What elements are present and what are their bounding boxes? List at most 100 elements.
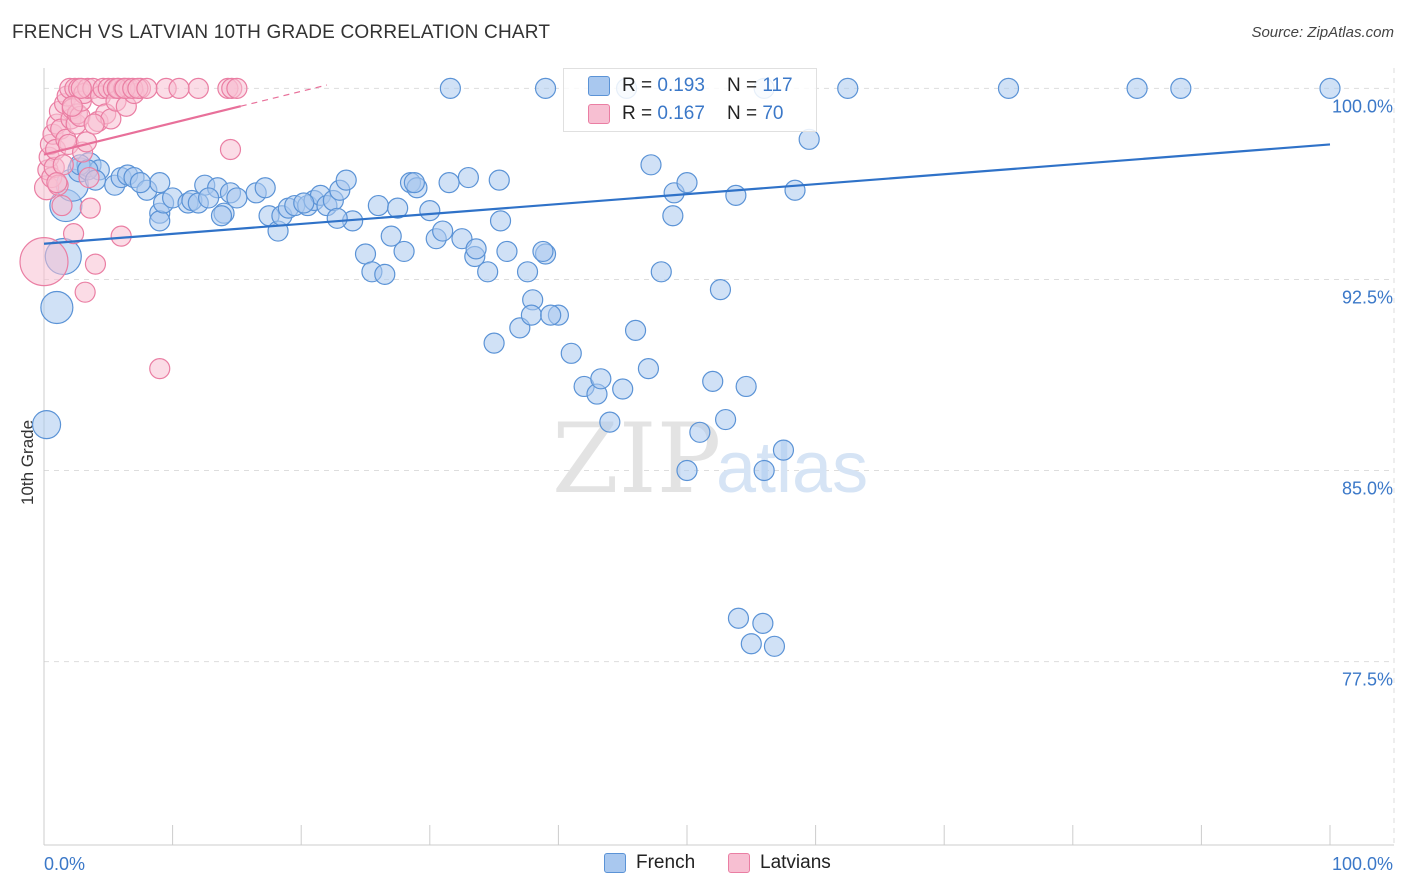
french-point-97 xyxy=(640,154,662,176)
french-point-52 xyxy=(438,172,460,194)
french-point-70 xyxy=(637,358,660,380)
french-point-77 xyxy=(727,607,750,629)
latvian-point-47 xyxy=(110,225,132,247)
latvian-point-67 xyxy=(168,77,190,99)
french-point-93 xyxy=(520,304,542,326)
latvian-trend-extension xyxy=(240,84,328,107)
french-point-41 xyxy=(354,243,377,265)
latvian-point-69 xyxy=(70,77,92,99)
legend-row-latvian: R = 0.167 N = 70 xyxy=(588,103,783,125)
french-point-92 xyxy=(516,261,539,283)
french-point-95 xyxy=(540,304,562,326)
french-point-43 xyxy=(367,194,389,217)
french-point-108 xyxy=(439,77,461,99)
french-point-54 xyxy=(457,166,479,189)
french-point-0 xyxy=(31,410,62,440)
french-point-85 xyxy=(210,205,233,227)
latvian-point-66 xyxy=(136,77,158,99)
french-point-105 xyxy=(772,439,795,461)
tick-labels: 100.0% 92.5% 85.0% 77.5% 0.0% 100.0% xyxy=(44,96,1393,874)
french-point-75 xyxy=(702,370,724,392)
french-point-78 xyxy=(740,633,762,655)
x-tick-label-1: 100.0% xyxy=(1332,854,1393,874)
y-tick-label-1: 92.5% xyxy=(1342,287,1393,307)
french-point-1 xyxy=(40,290,74,325)
bottom-legend-french: French xyxy=(604,852,695,874)
french-point-94 xyxy=(532,240,554,263)
y-tick-label-0: 100.0% xyxy=(1332,96,1393,116)
y-tick-label-3: 77.5% xyxy=(1342,670,1393,690)
french-point-104 xyxy=(763,635,786,657)
french-point-113 xyxy=(997,77,1020,99)
french-legend-label: French xyxy=(636,852,696,873)
french-point-83 xyxy=(129,172,152,194)
french-point-109 xyxy=(534,77,557,99)
latvian-point-59 xyxy=(219,138,242,161)
latvian-point-68 xyxy=(46,172,68,194)
french-point-74 xyxy=(689,421,711,443)
french-point-25 xyxy=(226,187,248,209)
trend-lines xyxy=(43,84,1331,245)
latvian-point-31 xyxy=(74,281,96,303)
french-point-106 xyxy=(784,179,806,201)
french-point-86 xyxy=(293,192,315,214)
french-point-115 xyxy=(1319,77,1341,99)
latvian-swatch xyxy=(588,104,610,124)
latvian-point-13 xyxy=(51,194,73,217)
french-point-15 xyxy=(149,210,171,232)
french-point-88 xyxy=(374,263,396,285)
french-point-76 xyxy=(714,408,737,431)
latvian-point-34 xyxy=(78,166,100,189)
french-point-45 xyxy=(387,197,409,219)
french-point-69 xyxy=(624,319,647,341)
french-point-100 xyxy=(709,279,732,301)
french-point-112 xyxy=(837,77,859,99)
latvian-point-54 xyxy=(187,77,209,99)
french-point-96 xyxy=(590,368,612,390)
french-point-84 xyxy=(198,187,220,209)
french-point-89 xyxy=(403,172,425,194)
french-point-87 xyxy=(326,207,348,229)
french-point-68 xyxy=(612,378,634,400)
french-point-99 xyxy=(676,172,698,194)
latvian-n-label: N = xyxy=(726,103,758,124)
french-point-71 xyxy=(650,261,672,283)
french-point-39 xyxy=(335,169,357,191)
y-tick-label-2: 85.0% xyxy=(1342,479,1393,499)
french-trend-line xyxy=(43,143,1331,245)
french-point-79 xyxy=(753,459,775,482)
french-swatch xyxy=(588,76,610,96)
french-points xyxy=(31,77,1341,657)
french-point-116 xyxy=(1126,77,1148,99)
french-point-57 xyxy=(483,332,505,354)
latvian-point-0 xyxy=(19,237,69,287)
french-r-value: 0.193 xyxy=(657,75,705,96)
latvian-r-value: 0.167 xyxy=(657,103,705,124)
french-point-67 xyxy=(599,411,621,433)
french-point-102 xyxy=(735,375,757,398)
french-point-91 xyxy=(488,169,510,191)
french-point-98 xyxy=(662,205,684,227)
bottom-legend-latvians: Latvians xyxy=(728,852,831,874)
stats-legend: R = 0.193 N = 117 R = 0.167 N = 70 xyxy=(563,68,817,132)
french-point-107 xyxy=(798,128,820,150)
latvian-point-61 xyxy=(83,113,105,135)
french-point-56 xyxy=(477,261,499,283)
french-point-101 xyxy=(725,184,747,206)
latvian-point-60 xyxy=(61,95,83,117)
latvian-legend-label: Latvians xyxy=(760,852,831,873)
legend-row-french: R = 0.193 N = 117 xyxy=(588,75,793,97)
x-tick-label-0: 0.0% xyxy=(44,854,85,874)
watermark-zip: ZIP xyxy=(552,403,721,515)
latvian-point-22 xyxy=(62,222,85,245)
french-point-58 xyxy=(489,210,512,232)
chart-title: FRENCH VS LATVIAN 10TH GRADE CORRELATION… xyxy=(12,22,551,43)
latvian-point-37 xyxy=(84,253,107,275)
french-point-114 xyxy=(1170,77,1192,99)
french-point-51 xyxy=(432,220,454,242)
source-label: Source: ZipAtlas.com xyxy=(1251,24,1394,41)
french-n-label: N = xyxy=(726,75,758,96)
french-point-103 xyxy=(752,612,774,634)
latvian-point-35 xyxy=(79,197,101,219)
